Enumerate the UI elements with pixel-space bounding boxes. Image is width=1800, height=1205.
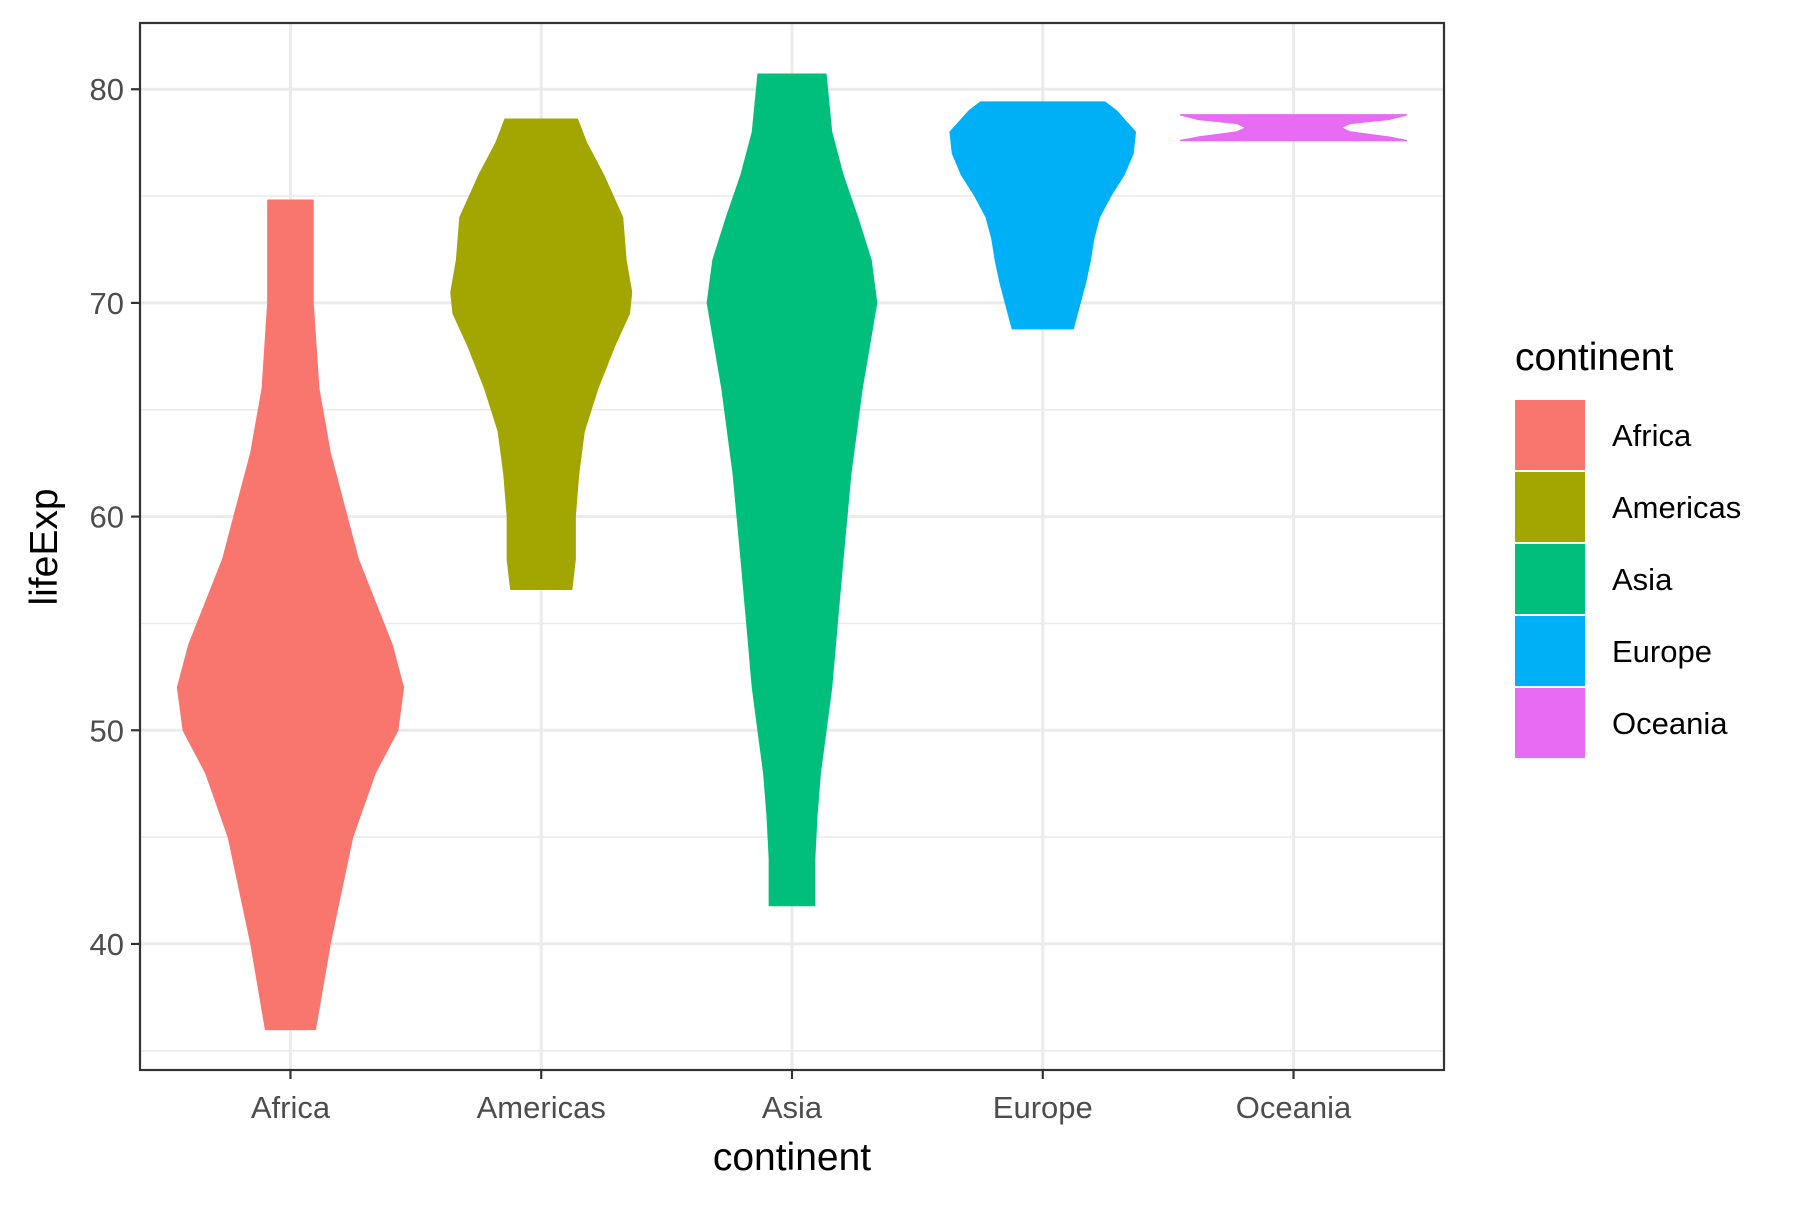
violin-europe: [949, 101, 1137, 330]
y-tick-label: 40: [90, 927, 124, 962]
x-axis-title: continent: [713, 1136, 871, 1179]
y-tick-label: 80: [90, 72, 124, 107]
axes: 40 50 60 70 80 Africa Americas Asia Europe Oceani…: [90, 72, 1353, 1125]
y-tick-label: 50: [90, 713, 124, 748]
legend-label-americas: Americas: [1612, 490, 1741, 525]
y-tick-label: 60: [90, 500, 124, 535]
x-tick-label: Europe: [993, 1090, 1093, 1125]
legend-title: continent: [1515, 336, 1673, 379]
x-tick-label: Oceania: [1236, 1090, 1352, 1125]
violins: [176, 73, 1408, 1031]
legend-label-asia: Asia: [1612, 562, 1673, 597]
violin-americas: [450, 118, 633, 590]
x-tick-label: Americas: [477, 1090, 606, 1125]
legend-key-africa: [1515, 400, 1585, 470]
legend: continent Africa Americas Asia Europe Oceani…: [1515, 336, 1741, 758]
legend-key-americas: [1515, 472, 1585, 542]
y-axis-title: lifeExp: [23, 488, 66, 605]
x-tick-label: Africa: [251, 1090, 331, 1125]
legend-key-oceania: [1515, 688, 1585, 758]
violin-oceania: [1179, 114, 1408, 142]
violin-asia: [706, 73, 878, 907]
legend-label-europe: Europe: [1612, 634, 1712, 669]
violin-africa: [176, 199, 405, 1031]
legend-label-oceania: Oceania: [1612, 706, 1728, 741]
legend-key-europe: [1515, 616, 1585, 686]
legend-label-africa: Africa: [1612, 418, 1692, 453]
x-tick-label: Asia: [762, 1090, 823, 1125]
y-tick-label: 70: [90, 286, 124, 321]
legend-key-asia: [1515, 544, 1585, 614]
